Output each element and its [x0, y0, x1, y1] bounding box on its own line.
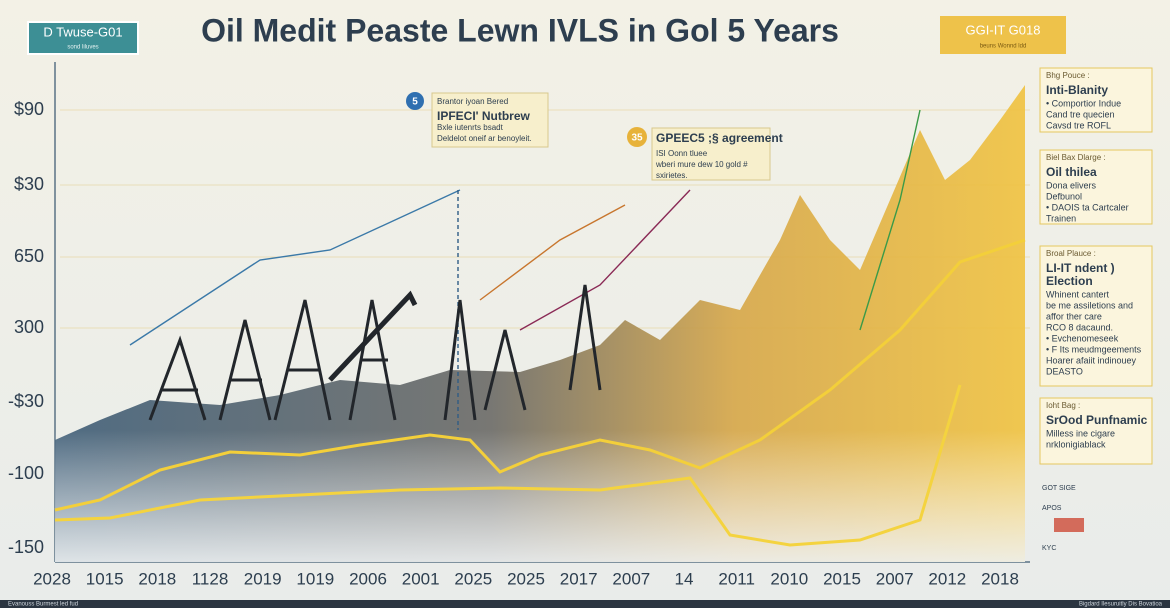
x-label: 2018	[981, 569, 1019, 588]
x-label: 2006	[349, 569, 387, 588]
side-note: APOS	[1042, 505, 1062, 512]
badge-title: D Twuse-G01	[43, 24, 122, 39]
x-label: 2015	[823, 569, 861, 588]
x-label: 1128	[192, 569, 229, 588]
footer-text: Evanouss Burmest led fud	[8, 602, 78, 608]
x-label: 2007	[876, 569, 914, 588]
y-label: $90	[14, 99, 44, 119]
panel-text: • F Its meudmgeements	[1046, 344, 1142, 354]
trend-line	[54, 238, 1026, 512]
x-label: 2017	[560, 569, 598, 588]
panel-title: Election	[1046, 274, 1093, 288]
panel-text: • Comportior Indue	[1046, 98, 1121, 108]
x-label: 2019	[244, 569, 282, 588]
badge-subtitle: beuns Wonnd ldd	[980, 44, 1027, 50]
panel-text: DEASTO	[1046, 366, 1083, 376]
panel-text: nrklonigiablack	[1046, 439, 1106, 449]
panel-text: Dona elivers	[1046, 180, 1097, 190]
panel-title: Inti-Blanity	[1046, 83, 1108, 97]
panel-text: be me assiletions and	[1046, 300, 1133, 310]
callout-text: Deldelot oneif ar benoyleit.	[437, 134, 532, 143]
panel-title: LI-IT ndent )	[1046, 261, 1115, 275]
y-label: -150	[8, 537, 44, 557]
panel-text: Whinent cantert	[1046, 289, 1110, 299]
title: Oil Medit Peaste Lewn IVLS in Gol 5 Year…	[201, 12, 839, 48]
panel-text: Trainen	[1046, 213, 1076, 223]
y-label: $30	[14, 174, 44, 194]
y-label: 650	[14, 246, 44, 266]
callout-text: GPEEC5 ;§ agreement	[656, 131, 783, 145]
panel-text: Hoarer afaiit indinouey	[1046, 355, 1137, 365]
panel-text: affor ther care	[1046, 311, 1102, 321]
panel-text: Milless ine cigare	[1046, 428, 1115, 438]
x-label: 14	[675, 569, 694, 588]
x-label: 2011	[718, 569, 755, 588]
panel-text: • Evchenomeseek	[1046, 333, 1119, 343]
callout-text: IPFECI' Nutbrew	[437, 109, 531, 123]
badges	[0, 16, 1170, 608]
x-label: 2025	[507, 569, 545, 588]
callout-text: ISI Oonn tluee	[656, 149, 708, 158]
side-note: KYC	[1042, 545, 1056, 552]
callout-text: Brantor iyoan Bered	[437, 97, 508, 106]
panel-text: Defbunol	[1046, 191, 1082, 201]
y-label: -$30	[8, 391, 44, 411]
x-label: 2012	[928, 569, 966, 588]
panel-label: Broal Plauce :	[1046, 249, 1096, 258]
callout-text: wberi mure dew 10 gold #	[655, 160, 748, 169]
panel-title: SrOod Punfnamic	[1046, 413, 1148, 427]
trend-line-2	[54, 384, 962, 547]
panel-title: Oil thilea	[1046, 165, 1097, 179]
panel-label: Ioht Bag :	[1046, 401, 1080, 410]
derricks	[148, 284, 602, 421]
y-label: -100	[8, 463, 44, 483]
panel-label: Biel Bax Dlarge :	[1046, 153, 1106, 162]
callout-number: 35	[631, 133, 643, 144]
x-label: 2018	[138, 569, 176, 588]
x-label: 2028	[33, 569, 71, 588]
x-label: 2010	[770, 569, 808, 588]
area-fade	[55, 430, 1025, 562]
panel-text: Cand tre quecien	[1046, 109, 1115, 119]
footer-text: Bigdard Ilesuruitly Dis Bovatioa	[1079, 602, 1163, 608]
x-label: 1015	[86, 569, 124, 588]
x-label: 2025	[454, 569, 492, 588]
side-note: GOT SIGE	[1042, 485, 1076, 492]
badge-subtitle: sond liluves	[67, 45, 98, 51]
y-label: 300	[14, 317, 44, 337]
panel-text: • DAOIS ta Cartcaler	[1046, 202, 1129, 212]
callout-text: sxirietes.	[656, 171, 688, 180]
x-label: 2001	[402, 569, 440, 588]
panel-text: Cavsd tre ROFL	[1046, 120, 1111, 130]
panel-text: RCO 8 dacaund.	[1046, 322, 1113, 332]
arrows	[129, 109, 921, 430]
x-label: 1019	[296, 569, 334, 588]
x-label: 2007	[612, 569, 650, 588]
callout-text: Bxle iutenrts bsadt	[437, 123, 504, 132]
panel-label: Bhg Pouce :	[1046, 71, 1090, 80]
badge-title: GGI-IT G018	[966, 22, 1041, 37]
callout-number: 5	[412, 97, 418, 108]
